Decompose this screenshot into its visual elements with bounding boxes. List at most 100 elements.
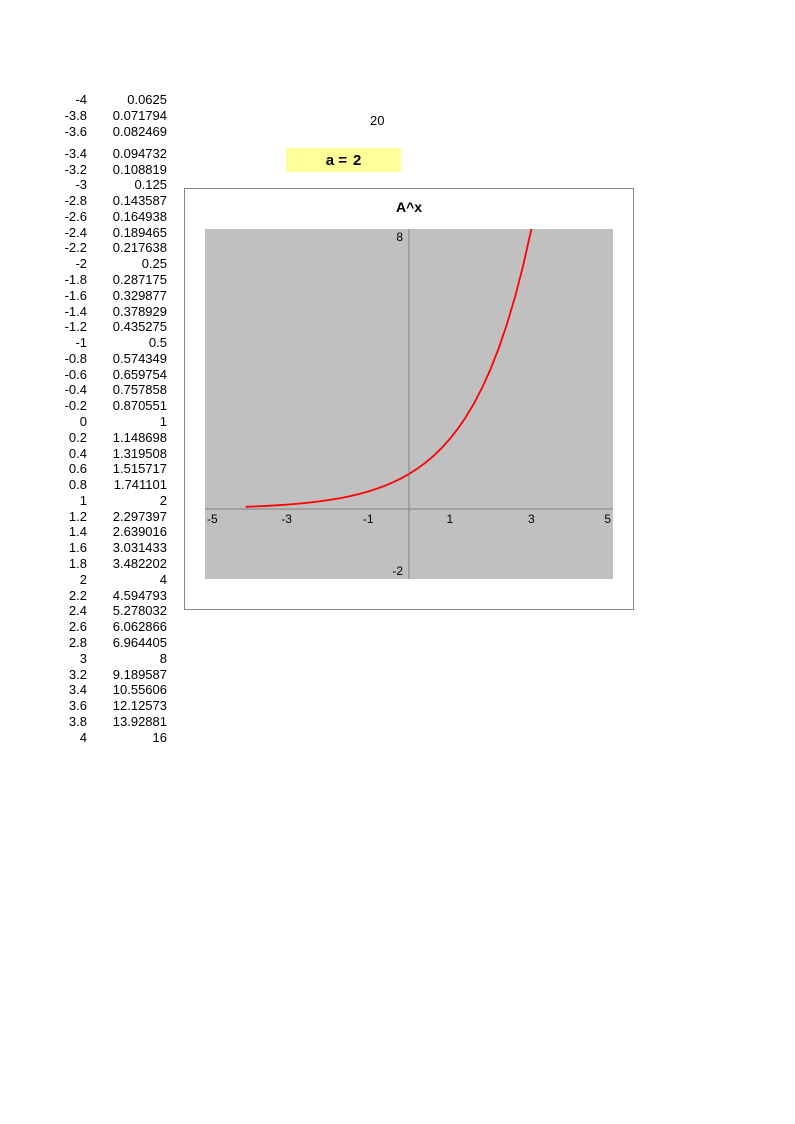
cell-x: 2.6 bbox=[45, 619, 95, 635]
table-row: 1.63.031433 bbox=[45, 540, 167, 556]
x-tick-label: -3 bbox=[281, 512, 292, 526]
y-tick-label: 8 bbox=[396, 230, 403, 244]
cell-y: 1 bbox=[95, 414, 167, 430]
cell-y: 0.189465 bbox=[95, 224, 167, 240]
table-row: 3.410.55606 bbox=[45, 682, 167, 698]
cell-y: 3.482202 bbox=[95, 556, 167, 572]
table-row: 1.83.482202 bbox=[45, 556, 167, 572]
table-row: -1.80.287175 bbox=[45, 272, 167, 288]
table-row: -0.80.574349 bbox=[45, 351, 167, 367]
table-row: -20.25 bbox=[45, 256, 167, 272]
cell-y: 6.964405 bbox=[95, 635, 167, 651]
cell-x: -2.6 bbox=[45, 208, 95, 224]
table-row: -3.80.071794 bbox=[45, 108, 167, 124]
table-row: 2.66.062866 bbox=[45, 619, 167, 635]
cell-y: 1.515717 bbox=[95, 461, 167, 477]
data-table: -40.0625-3.80.071794-3.60.082469-3.40.09… bbox=[45, 92, 167, 745]
cell-x: -0.6 bbox=[45, 366, 95, 382]
table-row: -40.0625 bbox=[45, 92, 167, 108]
cell-y: 0.0625 bbox=[95, 92, 167, 108]
table-row: -3.60.082469 bbox=[45, 124, 167, 140]
cell-y: 4.594793 bbox=[95, 587, 167, 603]
cell-y: 0.435275 bbox=[95, 319, 167, 335]
parameter-label: a = bbox=[326, 152, 347, 169]
cell-y: 0.659754 bbox=[95, 366, 167, 382]
table-row: -1.40.378929 bbox=[45, 303, 167, 319]
table-row: 3.813.92881 bbox=[45, 713, 167, 729]
cell-x: -2 bbox=[45, 256, 95, 272]
cell-x: -3 bbox=[45, 177, 95, 193]
x-tick-label: -5 bbox=[207, 512, 218, 526]
cell-y: 16 bbox=[95, 729, 167, 745]
table-row: -0.20.870551 bbox=[45, 398, 167, 414]
table-row: -3.40.094732 bbox=[45, 145, 167, 161]
cell-y: 1.741101 bbox=[95, 477, 167, 493]
x-tick-label: 1 bbox=[446, 512, 453, 526]
table-row: 1.42.639016 bbox=[45, 524, 167, 540]
cell-y: 1.319508 bbox=[95, 445, 167, 461]
cell-x: 3.8 bbox=[45, 713, 95, 729]
cell-x: -3.6 bbox=[45, 124, 95, 140]
cell-x: -3.2 bbox=[45, 161, 95, 177]
cell-x: -2.4 bbox=[45, 224, 95, 240]
x-tick-label: 5 bbox=[604, 512, 611, 526]
cell-y: 2.639016 bbox=[95, 524, 167, 540]
table-row: 2.45.278032 bbox=[45, 603, 167, 619]
cell-y: 0.108819 bbox=[95, 161, 167, 177]
cell-y: 0.071794 bbox=[95, 108, 167, 124]
cell-y: 0.5 bbox=[95, 335, 167, 351]
table-row: -3.20.108819 bbox=[45, 161, 167, 177]
parameter-badge: a = 2 bbox=[286, 148, 401, 172]
table-row: -30.125 bbox=[45, 177, 167, 193]
table-row: 24 bbox=[45, 571, 167, 587]
cell-x: 0.6 bbox=[45, 461, 95, 477]
cell-y: 8 bbox=[95, 650, 167, 666]
chart-frame: A^x -5-3-1135-28 bbox=[184, 188, 634, 610]
cell-x: 2.4 bbox=[45, 603, 95, 619]
table-row: 2.24.594793 bbox=[45, 587, 167, 603]
cell-y: 1.148698 bbox=[95, 429, 167, 445]
cell-y: 6.062866 bbox=[95, 619, 167, 635]
cell-x: -1.4 bbox=[45, 303, 95, 319]
cell-x: 1.4 bbox=[45, 524, 95, 540]
cell-y: 0.287175 bbox=[95, 272, 167, 288]
cell-y: 5.278032 bbox=[95, 603, 167, 619]
cell-x: 3.6 bbox=[45, 698, 95, 714]
cell-x: 2 bbox=[45, 571, 95, 587]
parameter-value: 2 bbox=[353, 152, 361, 169]
cell-y: 0.082469 bbox=[95, 124, 167, 140]
cell-x: -4 bbox=[45, 92, 95, 108]
cell-y: 0.329877 bbox=[95, 287, 167, 303]
cell-x: 0 bbox=[45, 414, 95, 430]
cell-y: 0.757858 bbox=[95, 382, 167, 398]
cell-x: 3.2 bbox=[45, 666, 95, 682]
table-row: 2.86.964405 bbox=[45, 635, 167, 651]
table-row: 3.612.12573 bbox=[45, 698, 167, 714]
table-row: -0.40.757858 bbox=[45, 382, 167, 398]
cell-y: 0.25 bbox=[95, 256, 167, 272]
cell-y: 4 bbox=[95, 571, 167, 587]
table-row: 0.81.741101 bbox=[45, 477, 167, 493]
cell-y: 2.297397 bbox=[95, 508, 167, 524]
table-row: 12 bbox=[45, 493, 167, 509]
table-row: 1.22.297397 bbox=[45, 508, 167, 524]
cell-x: 4 bbox=[45, 729, 95, 745]
table-row: 3.29.189587 bbox=[45, 666, 167, 682]
chart-title: A^x bbox=[185, 199, 633, 215]
cell-y: 0.217638 bbox=[95, 240, 167, 256]
cell-x: -0.8 bbox=[45, 351, 95, 367]
cell-x: -3.4 bbox=[45, 145, 95, 161]
cell-y: 3.031433 bbox=[95, 540, 167, 556]
cell-x: 1.2 bbox=[45, 508, 95, 524]
table-row: 38 bbox=[45, 650, 167, 666]
table-row: 0.61.515717 bbox=[45, 461, 167, 477]
curve-line bbox=[246, 229, 532, 507]
table-row: -2.80.143587 bbox=[45, 193, 167, 209]
cell-y: 0.378929 bbox=[95, 303, 167, 319]
cell-y: 13.92881 bbox=[95, 713, 167, 729]
table-row: 416 bbox=[45, 729, 167, 745]
cell-y: 0.143587 bbox=[95, 193, 167, 209]
cell-x: 1.8 bbox=[45, 556, 95, 572]
cell-x: -1.8 bbox=[45, 272, 95, 288]
cell-y: 0.094732 bbox=[95, 145, 167, 161]
